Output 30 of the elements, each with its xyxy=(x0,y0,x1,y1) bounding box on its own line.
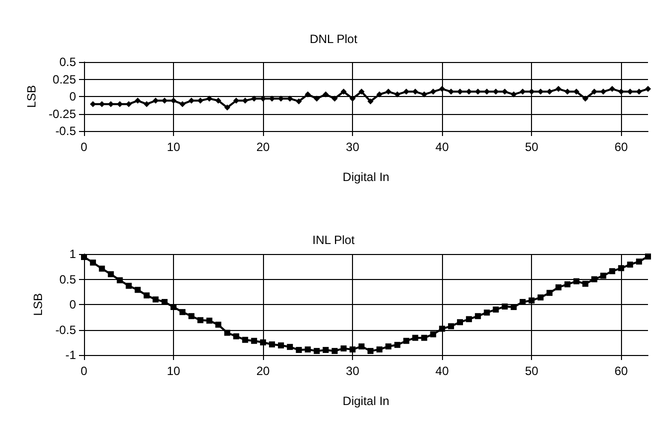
x-tick-label: 60 xyxy=(614,140,628,154)
chart-title: DNL Plot xyxy=(310,32,358,46)
x-tick-label: 30 xyxy=(346,364,360,378)
x-tick-label: 10 xyxy=(166,364,181,378)
x-axis-title: Digital In xyxy=(342,394,390,408)
x-tick-label: 20 xyxy=(256,364,270,378)
y-tick-label: 0 xyxy=(69,298,76,312)
x-tick-label: 60 xyxy=(614,364,628,378)
y-tick-label: -0.5 xyxy=(55,124,76,138)
y-tick-label: 0 xyxy=(69,90,76,104)
x-tick-label: 20 xyxy=(256,140,270,154)
x-tick-label: 10 xyxy=(166,140,181,154)
x-tick-label: 30 xyxy=(346,140,360,154)
x-tick-label: 50 xyxy=(524,140,539,154)
y-tick-label: 1 xyxy=(69,247,76,261)
x-tick-label: 50 xyxy=(524,364,539,378)
x-tick-label: 40 xyxy=(435,140,450,154)
y-axis-title: LSB xyxy=(31,293,45,316)
x-tick-label: 0 xyxy=(80,364,88,378)
y-tick-label: -0.25 xyxy=(48,106,76,121)
x-axis-title: Digital In xyxy=(342,170,390,184)
chart-title: INL Plot xyxy=(312,233,356,247)
y-tick-label: 0.5 xyxy=(59,55,76,69)
y-tick-label: -1 xyxy=(65,348,76,362)
y-tick-label: 0.5 xyxy=(59,272,76,286)
y-tick-label: -0.5 xyxy=(55,322,76,337)
y-axis-title: LSB xyxy=(24,85,39,108)
x-tick-label: 40 xyxy=(435,364,450,378)
x-tick-label: 0 xyxy=(80,140,88,154)
y-tick-label: 0.25 xyxy=(52,72,76,86)
